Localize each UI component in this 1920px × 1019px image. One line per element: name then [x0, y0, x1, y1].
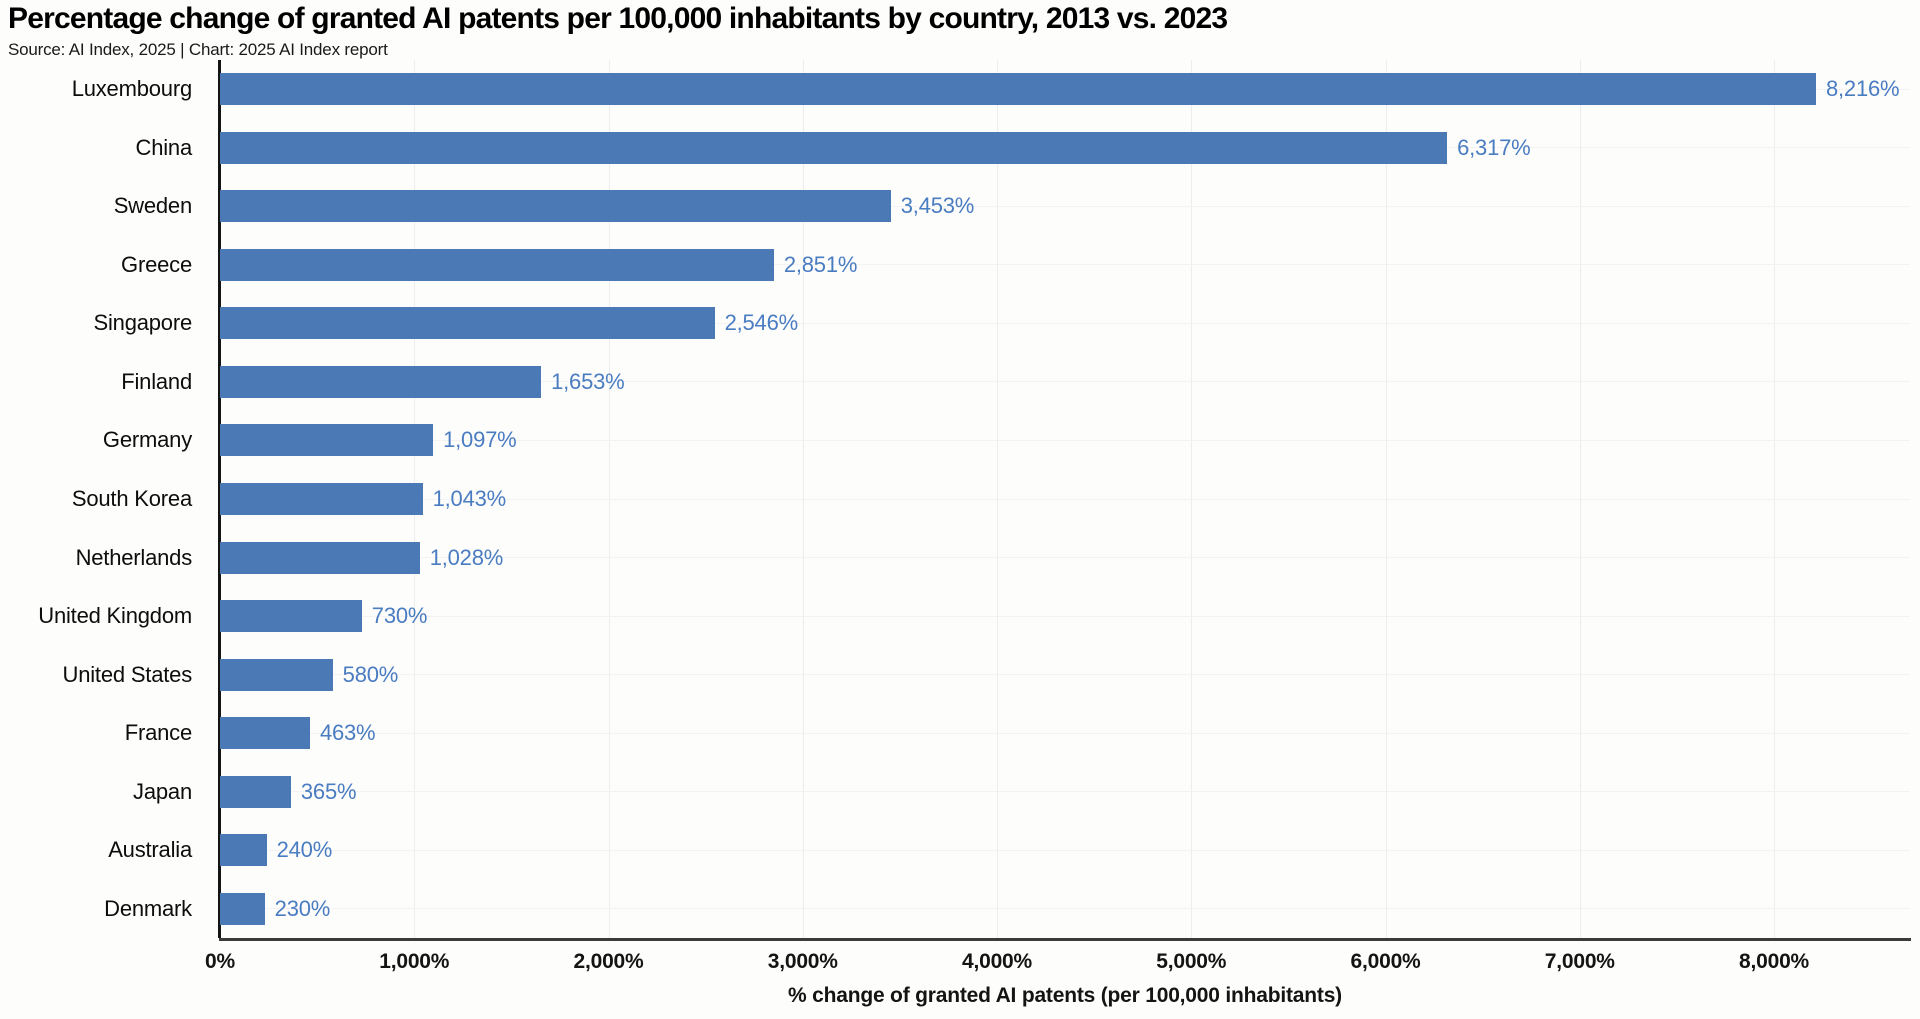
bar-row-japan: 365%	[220, 762, 1910, 821]
bar-denmark	[220, 892, 265, 925]
bar-row-singapore: 2,546%	[220, 294, 1910, 353]
gridline-horizontal	[220, 615, 1910, 617]
value-label-singapore: 2,546%	[724, 310, 799, 336]
bar-row-australia: 240%	[220, 821, 1910, 880]
value-label-luxembourg: 8,216%	[1825, 76, 1900, 102]
x-tick-label-4000: 4,000%	[961, 950, 1033, 973]
category-label-finland: Finland	[121, 368, 192, 394]
bar-row-south-korea: 1,043%	[220, 470, 1910, 529]
value-label-france: 463%	[319, 720, 376, 746]
bar-south-korea	[220, 482, 423, 515]
category-label-singapore: Singapore	[93, 310, 193, 336]
gridline-horizontal	[220, 791, 1910, 793]
bar-row-finland: 1,653%	[220, 353, 1910, 412]
gridline-horizontal	[220, 381, 1910, 383]
category-label-germany: Germany	[102, 427, 192, 453]
bar-finland	[220, 365, 542, 398]
chart-source: Source: AI Index, 2025 | Chart: 2025 AI …	[8, 40, 388, 59]
category-label-netherlands: Netherlands	[75, 544, 193, 570]
category-label-united-states: United States	[62, 661, 193, 687]
category-label-france: France	[124, 720, 192, 746]
bar-chart: Luxembourg China Sweden Greece Singapore Finl…	[0, 60, 1920, 938]
value-label-australia: 240%	[276, 837, 333, 863]
category-label-australia: Australia	[108, 837, 192, 863]
category-label-denmark: Denmark	[104, 895, 192, 921]
gridline-horizontal	[220, 205, 1910, 207]
bar-row-united-states: 580%	[220, 645, 1910, 704]
bar-australia	[220, 834, 267, 867]
category-label-greece: Greece	[121, 251, 192, 277]
x-axis-line	[219, 938, 1911, 941]
x-tick-label-1000: 1,000%	[379, 950, 450, 973]
category-label-luxembourg: Luxembourg	[71, 76, 193, 102]
gridline-horizontal	[220, 439, 1910, 441]
bar-united-kingdom	[220, 600, 362, 633]
x-tick-label-7000: 7,000%	[1544, 950, 1615, 973]
x-axis-title: % change of granted AI patents (per 100,…	[788, 984, 1342, 1007]
x-tick-label-3000: 3,000%	[767, 950, 838, 973]
value-label-finland: 1,653%	[551, 368, 625, 394]
value-label-netherlands: 1,028%	[429, 544, 504, 570]
category-label-sweden: Sweden	[113, 193, 193, 219]
bar-row-netherlands: 1,028%	[220, 528, 1910, 587]
bar-japan	[220, 775, 291, 808]
bar-sweden	[220, 190, 891, 223]
x-tick-label-0: 0%	[205, 950, 235, 973]
value-label-japan: 365%	[300, 778, 357, 804]
y-axis-line	[218, 60, 221, 938]
value-label-sweden: 3,453%	[900, 193, 975, 219]
bar-greece	[220, 248, 774, 281]
x-tick-label-5000: 5,000%	[1156, 950, 1227, 973]
bar-row-china: 6,317%	[220, 119, 1910, 178]
gridline-horizontal	[220, 498, 1910, 500]
gridline-horizontal	[220, 264, 1910, 266]
category-label-china: China	[135, 134, 193, 160]
value-label-germany: 1,097%	[443, 427, 517, 453]
gridline-horizontal	[220, 557, 1910, 559]
bar-row-united-kingdom: 730%	[220, 587, 1910, 646]
chart-title: Percentage change of granted AI patents …	[8, 2, 1228, 35]
bar-netherlands	[220, 541, 420, 574]
value-label-united-kingdom: 730%	[371, 603, 428, 629]
value-label-greece: 2,851%	[783, 251, 858, 277]
category-label-south-korea: South Korea	[71, 485, 192, 511]
bar-row-denmark: 230%	[220, 879, 1910, 938]
gridline-horizontal	[220, 908, 1910, 910]
bar-row-france: 463%	[220, 704, 1910, 763]
category-labels: Luxembourg China Sweden Greece Singapore Finl…	[0, 60, 206, 938]
gridline-horizontal	[220, 674, 1910, 676]
bar-france	[220, 717, 310, 750]
bar-row-germany: 1,097%	[220, 411, 1910, 470]
x-tick-label-2000: 2,000%	[573, 950, 644, 973]
x-tick-label-8000: 8,000%	[1739, 950, 1810, 973]
plot-area: 8,216% 6,317% 3,453% 2,851% 2,546% 1,653% 1,09…	[218, 60, 1910, 938]
gridline-horizontal	[220, 849, 1910, 851]
x-axis-ticks: 0% 1,000% 2,000% 3,000% 4,000% 5,000% 6,000% 7,…	[205, 948, 1910, 980]
bar-singapore	[220, 307, 715, 340]
bar-germany	[220, 424, 434, 457]
category-label-japan: Japan	[133, 778, 192, 804]
bar-row-sweden: 3,453%	[220, 177, 1910, 236]
x-tick-label-6000: 6,000%	[1350, 950, 1421, 973]
bar-china	[220, 131, 1448, 164]
bar-luxembourg	[220, 73, 1816, 106]
bar-united-states	[220, 658, 333, 691]
value-label-china: 6,317%	[1457, 134, 1531, 160]
value-label-south-korea: 1,043%	[432, 485, 507, 511]
gridline-horizontal	[220, 322, 1910, 324]
value-label-united-states: 580%	[342, 661, 399, 687]
value-label-denmark: 230%	[274, 895, 331, 921]
bar-row-luxembourg: 8,216%	[220, 60, 1910, 119]
gridline-horizontal	[220, 732, 1910, 734]
bar-row-greece: 2,851%	[220, 236, 1910, 295]
category-label-united-kingdom: United Kingdom	[38, 603, 192, 629]
